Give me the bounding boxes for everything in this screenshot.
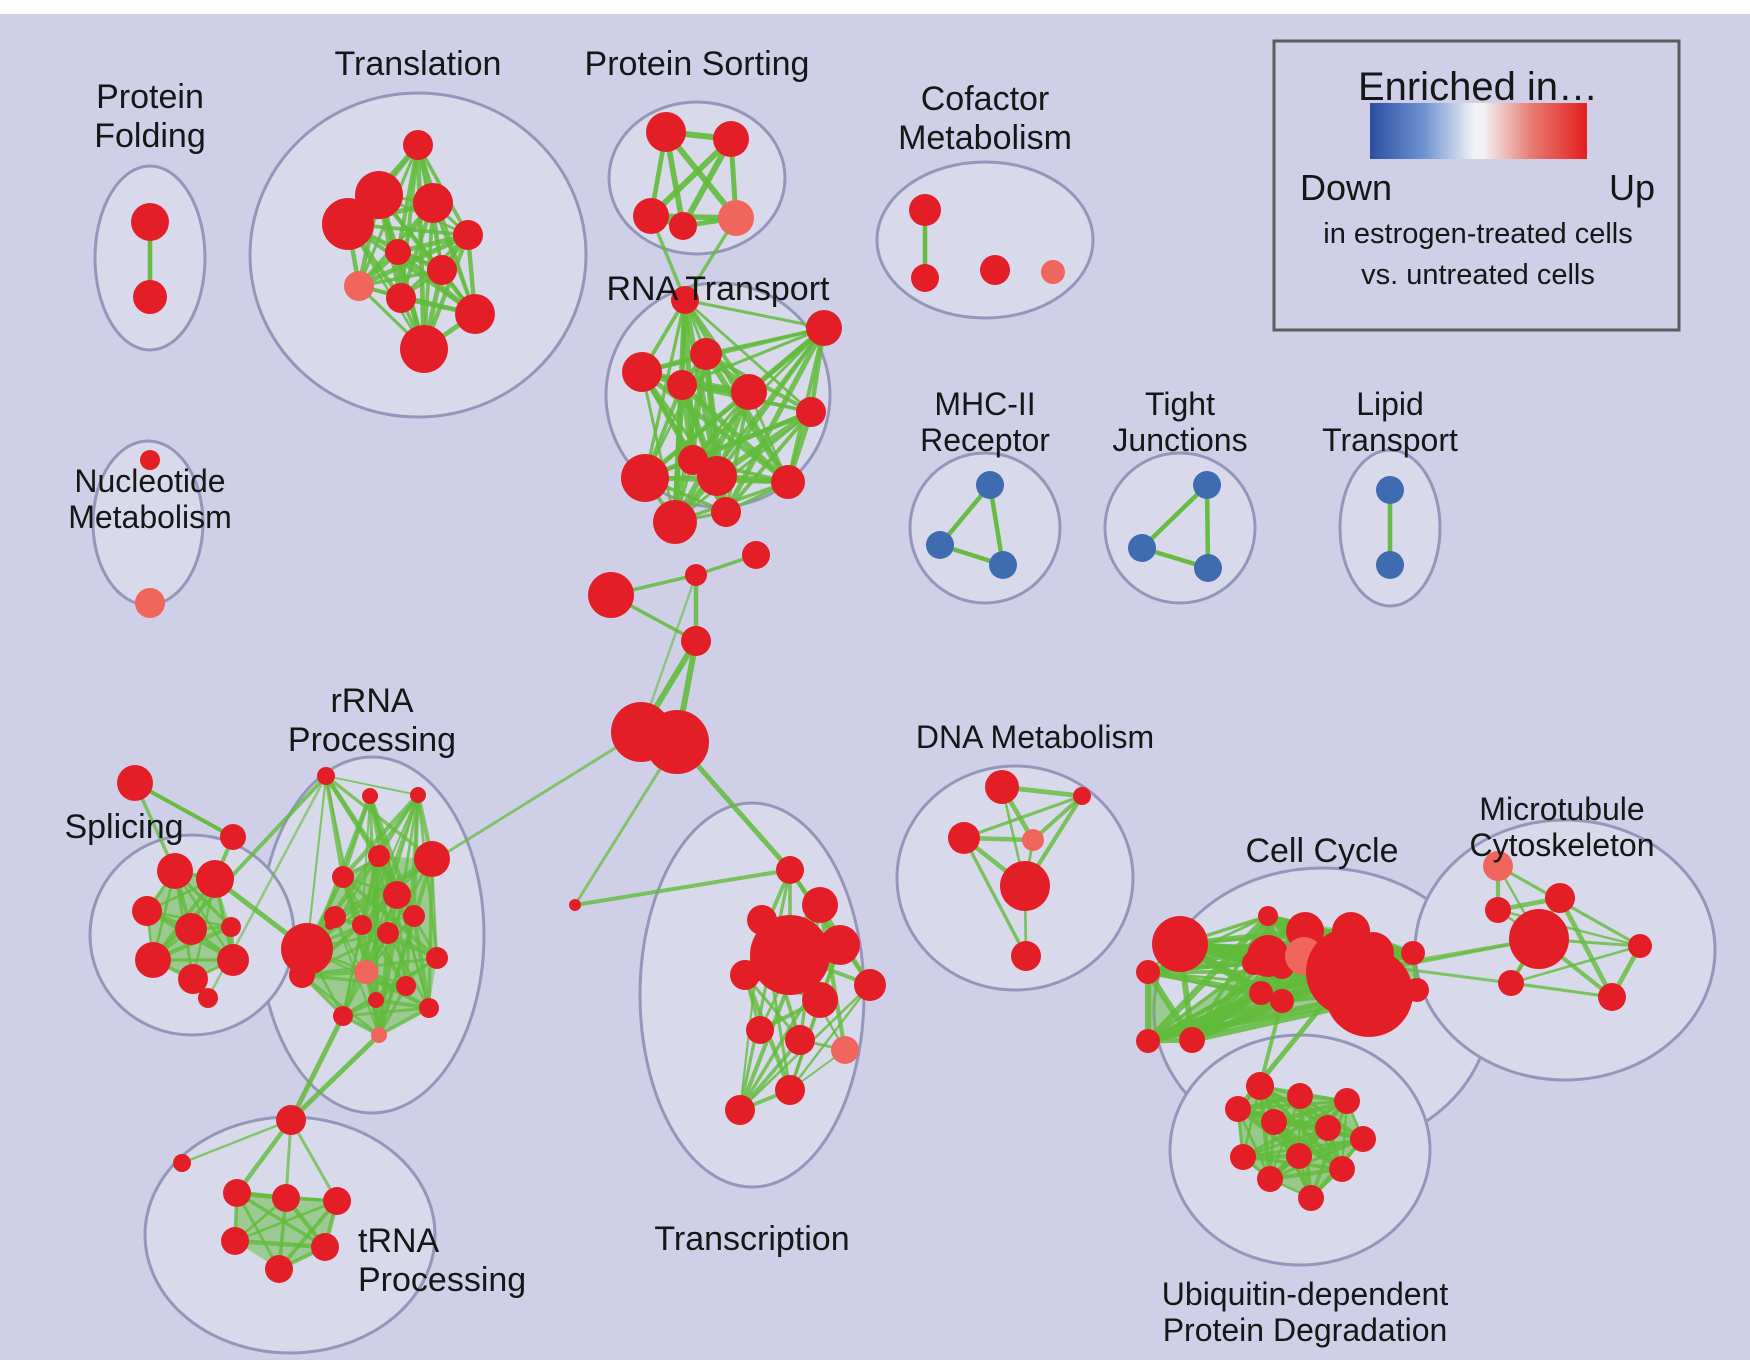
svg-text:Enriched in…: Enriched in… (1358, 65, 1598, 109)
svg-text:Down: Down (1300, 167, 1392, 208)
svg-text:in estrogen-treated cells: in estrogen-treated cells (1323, 218, 1633, 250)
svg-text:Protein Sorting: Protein Sorting (585, 45, 810, 83)
svg-text:Splicing: Splicing (64, 808, 183, 846)
svg-text:RNA Transport: RNA Transport (607, 270, 831, 308)
svg-text:Up: Up (1609, 167, 1655, 208)
svg-text:vs. untreated cells: vs. untreated cells (1361, 259, 1595, 291)
svg-text:Cell Cycle: Cell Cycle (1245, 832, 1398, 870)
svg-text:Translation: Translation (335, 45, 502, 83)
svg-text:DNA Metabolism: DNA Metabolism (916, 719, 1154, 755)
svg-text:Transcription: Transcription (654, 1220, 849, 1258)
